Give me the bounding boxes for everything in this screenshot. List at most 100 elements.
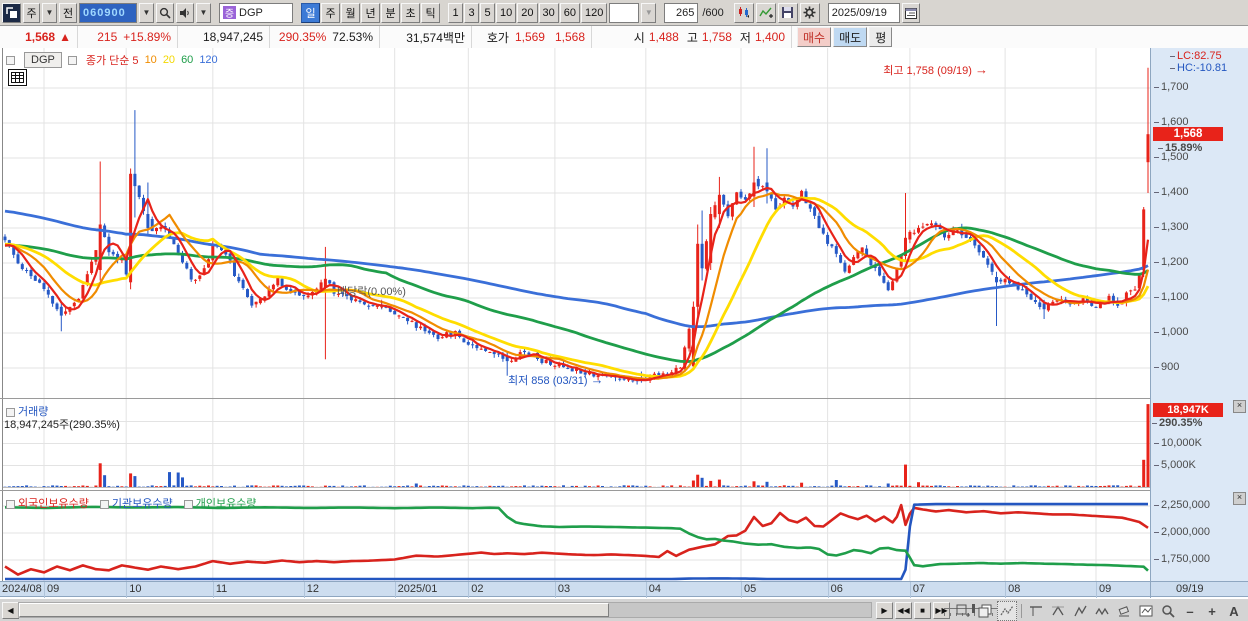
font-size-button[interactable]: A bbox=[1229, 603, 1239, 619]
trend-horizontal-icon[interactable] bbox=[1026, 601, 1046, 621]
buy-button[interactable]: 매수 bbox=[797, 27, 832, 47]
hc-value: HC:-10.81 bbox=[1169, 62, 1228, 74]
price-axis-column[interactable]: LC:82.75 HC:-10.81 1,700 1,600 1,500 1,400 1… bbox=[1150, 48, 1248, 581]
empty-combo-arrow[interactable]: ▼ bbox=[641, 2, 657, 23]
open-label: 시 bbox=[633, 30, 645, 45]
calendar-icon[interactable] bbox=[901, 2, 920, 23]
bar-count-input[interactable]: 265 bbox=[664, 2, 699, 23]
eraser-icon[interactable] bbox=[1114, 601, 1134, 621]
high-price: 1,758 bbox=[701, 30, 732, 44]
save-icon[interactable] bbox=[777, 2, 798, 23]
period-tab-일[interactable]: 일 bbox=[301, 2, 320, 23]
minute-button-3[interactable]: 3 bbox=[464, 2, 479, 23]
date-field[interactable]: 2025/09/19 bbox=[827, 2, 900, 23]
scroll-left-button[interactable]: ◀ bbox=[2, 602, 19, 619]
empty-combo[interactable] bbox=[609, 2, 640, 23]
playback-button-1[interactable]: ◀◀ bbox=[895, 602, 912, 619]
code-dropdown-arrow[interactable]: ▼ bbox=[139, 2, 154, 23]
holdings-foreign-label[interactable]: 외국인보유수량 bbox=[18, 498, 89, 510]
grid-table-icon[interactable] bbox=[8, 69, 27, 86]
period-tab-틱[interactable]: 틱 bbox=[421, 2, 440, 23]
volume-tick-label: 5,000K bbox=[1154, 458, 1196, 471]
search-icon[interactable] bbox=[156, 2, 174, 23]
annotation-high-arrow-icon: → bbox=[975, 62, 988, 77]
holdings-chart[interactable] bbox=[0, 491, 1150, 581]
legend-ma5-label[interactable]: 종가 단순 5 bbox=[85, 55, 139, 67]
legend-ma-collapse-icon[interactable] bbox=[67, 55, 77, 65]
panel-separator[interactable] bbox=[0, 398, 1248, 399]
legend-symbol-tag[interactable]: DGP bbox=[24, 52, 62, 68]
bar-total-label: /600 bbox=[702, 6, 724, 19]
trend-wave-icon[interactable] bbox=[1092, 601, 1112, 621]
mode-dropdown-arrow[interactable]: ▼ bbox=[42, 2, 57, 23]
minute-button-120[interactable]: 120 bbox=[581, 2, 608, 23]
volume-panel-close-icon[interactable]: × bbox=[1233, 400, 1246, 413]
minute-button-30[interactable]: 30 bbox=[538, 2, 559, 23]
date-axis-label: 09 bbox=[46, 583, 60, 595]
symbol-field[interactable]: 증 DGP bbox=[219, 2, 293, 23]
minus-button[interactable]: – bbox=[1186, 603, 1194, 619]
stock-type-badge: 증 bbox=[223, 6, 236, 20]
volume-chart[interactable] bbox=[0, 399, 1150, 490]
legend-collapse-icon[interactable] bbox=[6, 55, 15, 65]
chart-window-icon[interactable] bbox=[1136, 601, 1156, 621]
price-tick-label: 1,200 bbox=[1154, 256, 1189, 268]
chart-scrollbar-thumb[interactable] bbox=[19, 603, 609, 617]
trend-updown-icon[interactable] bbox=[1070, 601, 1090, 621]
window-add-icon[interactable] bbox=[953, 601, 973, 621]
speaker-dropdown-arrow[interactable]: ▼ bbox=[196, 2, 211, 23]
price-tick-label: 1,000 bbox=[1154, 326, 1189, 338]
minute-button-60[interactable]: 60 bbox=[559, 2, 580, 23]
up-arrow-icon: ▲ bbox=[59, 30, 71, 44]
playback-button-0[interactable]: ▶ bbox=[876, 602, 893, 619]
annotation-low: 최저 858 (03/31) → bbox=[508, 372, 604, 387]
zoom-icon[interactable] bbox=[1158, 601, 1178, 621]
speed-slider-thumb[interactable] bbox=[972, 604, 975, 613]
sell-button[interactable]: 매도 bbox=[833, 27, 868, 47]
jeon-button[interactable]: 전 bbox=[59, 2, 77, 23]
price-chart[interactable] bbox=[0, 48, 1150, 398]
legend-ma120-label[interactable]: 120 bbox=[199, 54, 218, 66]
period-tab-분[interactable]: 분 bbox=[381, 2, 400, 23]
minute-button-20[interactable]: 20 bbox=[517, 2, 538, 23]
window-panel-icon[interactable] bbox=[2, 2, 21, 23]
period-tab-년[interactable]: 년 bbox=[361, 2, 380, 23]
period-tab-월[interactable]: 월 bbox=[341, 2, 360, 23]
date-axis-label: 05 bbox=[744, 583, 757, 595]
zigzag-line-icon[interactable] bbox=[997, 601, 1017, 621]
holdings-individual-label[interactable]: 개인보유수량 bbox=[195, 498, 257, 510]
mode-week-button[interactable]: 주 bbox=[23, 2, 40, 23]
date-axis-label: 10 bbox=[129, 583, 142, 595]
holdings-panel-close-icon[interactable]: × bbox=[1233, 492, 1246, 505]
settings-gear-icon[interactable] bbox=[799, 2, 820, 23]
speaker-icon[interactable] bbox=[176, 2, 194, 23]
line-tool-icon[interactable] bbox=[755, 2, 776, 23]
price-change-pct: +15.89% bbox=[123, 30, 171, 44]
legend-ma10-label[interactable]: 10 bbox=[144, 54, 157, 66]
trend-peak-icon[interactable] bbox=[1048, 601, 1068, 621]
minute-button-group: 1 3 5 10 20 30 60 120 bbox=[448, 2, 608, 23]
volume-title[interactable]: 거래량 bbox=[6, 403, 48, 419]
period-tab-초[interactable]: 초 bbox=[401, 2, 420, 23]
chart-scrollbar[interactable] bbox=[18, 602, 872, 618]
period-tab-주[interactable]: 주 bbox=[321, 2, 340, 23]
legend-ma60-label[interactable]: 60 bbox=[181, 54, 194, 66]
volume-tick-label: 10,000K bbox=[1154, 436, 1202, 449]
candle-tool-icon[interactable] bbox=[733, 2, 754, 23]
date-axis-label: 02 bbox=[471, 583, 484, 595]
legend-ma20-label[interactable]: 20 bbox=[162, 54, 176, 66]
minute-button-1[interactable]: 1 bbox=[448, 2, 463, 23]
playback-button-2[interactable]: ■ bbox=[914, 602, 931, 619]
window-cascade-icon[interactable] bbox=[975, 601, 995, 621]
annotation-high: 최고 1,758 (09/19) → bbox=[883, 62, 988, 77]
minute-button-10[interactable]: 10 bbox=[496, 2, 517, 23]
date-axis[interactable]: 2024/08 09 10 11 12 2025/01 02 03 04 05 06 07 08 09 0… bbox=[0, 581, 1248, 598]
avg-button[interactable]: 평 bbox=[869, 27, 893, 47]
date-axis-label: 03 bbox=[557, 583, 571, 595]
minute-button-5[interactable]: 5 bbox=[480, 2, 495, 23]
panel-separator[interactable] bbox=[0, 490, 1248, 491]
stock-code-input[interactable]: 060900 bbox=[79, 2, 137, 23]
plus-button[interactable]: + bbox=[1208, 603, 1216, 619]
holdings-institution-label[interactable]: 기관보유수량 bbox=[111, 498, 173, 510]
